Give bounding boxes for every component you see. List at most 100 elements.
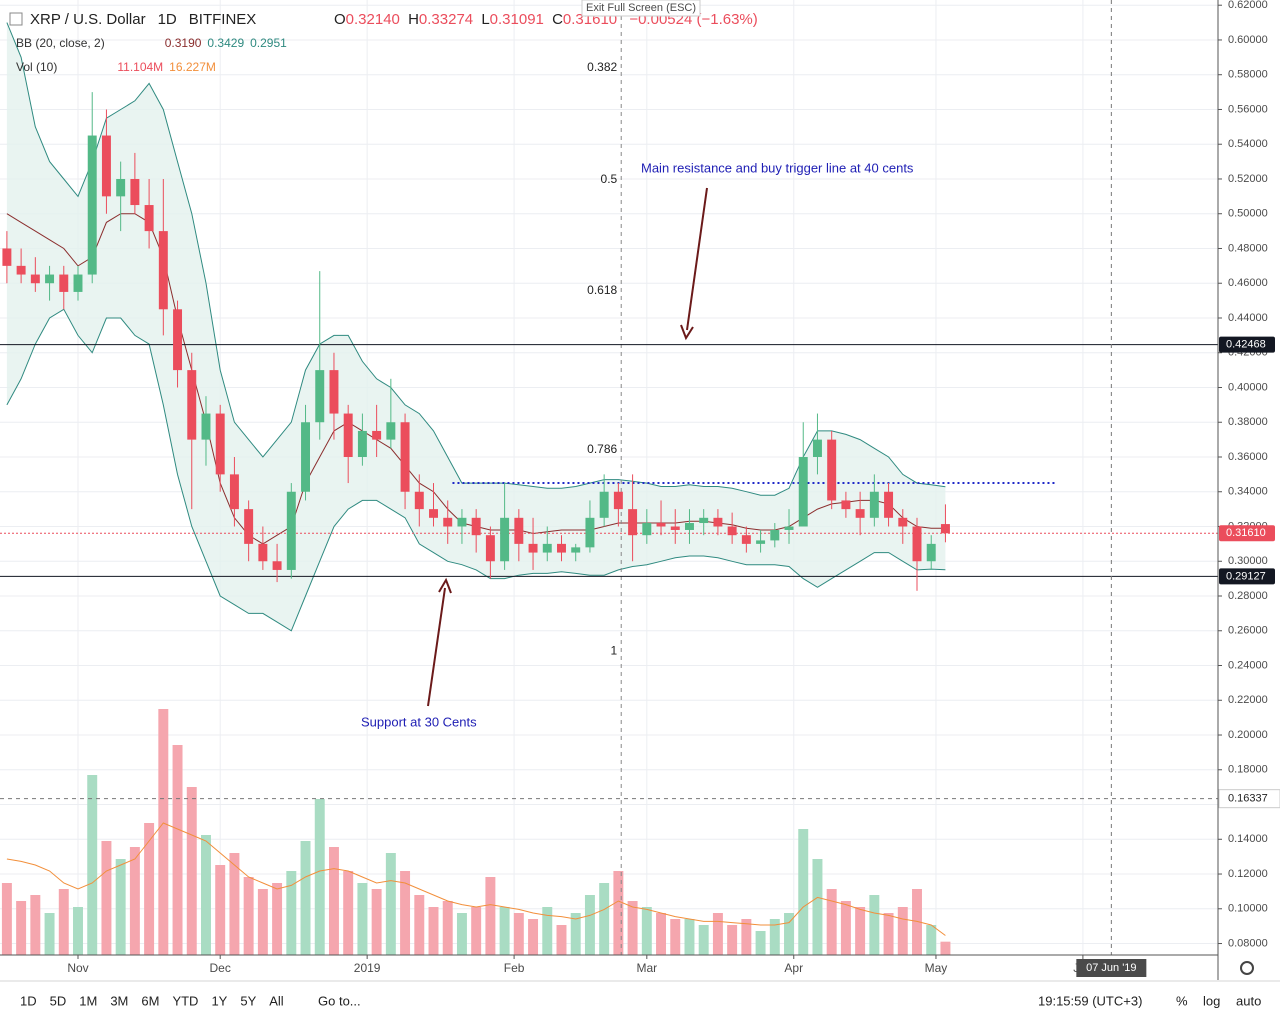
range-button[interactable]: All: [269, 993, 284, 1008]
candle-body: [2, 248, 12, 266]
candle-body: [30, 274, 40, 284]
range-button[interactable]: 1Y: [211, 993, 227, 1008]
volume-bar: [16, 901, 27, 955]
ohlc-value: 0.31091: [490, 11, 544, 28]
y-tick-label: 0.60000: [1228, 34, 1268, 46]
fib-label: 0.382: [587, 60, 617, 74]
tooltip: Exit Full Screen (ESC): [586, 2, 696, 14]
candle-body: [756, 540, 766, 544]
range-button[interactable]: YTD: [172, 993, 198, 1008]
candle-body: [770, 529, 780, 541]
y-tick-label: 0.36000: [1228, 451, 1268, 463]
volume-bar: [584, 895, 595, 955]
candle-body: [642, 523, 652, 536]
range-button[interactable]: 6M: [141, 993, 159, 1008]
annotation: Main resistance and buy trigger line at …: [641, 160, 914, 175]
candle-body: [798, 456, 808, 527]
arrow-head: [680, 324, 694, 341]
volume-bar: [641, 907, 652, 955]
volume-bar: [741, 919, 752, 955]
candle-body: [101, 135, 111, 197]
crosshair-x-label: 07 Jun '19: [1086, 962, 1136, 974]
y-tick-label: 0.54000: [1228, 138, 1268, 150]
ohlc-key: C: [552, 11, 563, 28]
fib-label: 1: [611, 643, 618, 657]
volume-bar: [698, 925, 709, 955]
scale-option[interactable]: log: [1203, 993, 1220, 1008]
arrow: [686, 187, 708, 331]
volume-bar: [87, 775, 98, 955]
fib-label: 0.786: [587, 442, 617, 456]
range-button[interactable]: 5Y: [240, 993, 256, 1008]
indicator-value: 0.2951: [250, 36, 287, 50]
indicator-legend[interactable]: Vol (10) 11.104M 16.227M: [16, 60, 216, 74]
interval: 1D: [158, 11, 177, 28]
volume-bar: [385, 853, 396, 955]
candle-body: [443, 517, 453, 527]
volume-bar: [343, 871, 354, 955]
volume-bar: [186, 787, 197, 955]
price-label: 0.31610: [1226, 527, 1266, 539]
candle-body: [599, 491, 609, 518]
range-button[interactable]: 1D: [20, 993, 37, 1008]
indicator-legend[interactable]: BB (20, close, 2) 0.3190 0.3429 0.2951: [16, 36, 287, 50]
volume-bar: [712, 913, 723, 955]
y-tick-label: 0.46000: [1228, 277, 1268, 289]
indicator-name: BB (20, close, 2): [16, 36, 105, 50]
annotation: Support at 30 Cents: [361, 714, 477, 729]
bb-upper-line: [6, 22, 946, 496]
y-tick-label: 0.10000: [1228, 903, 1268, 915]
volume-bar: [286, 871, 297, 955]
candle-body: [59, 274, 69, 292]
range-button[interactable]: 5D: [50, 993, 67, 1008]
settings-icon[interactable]: [1240, 961, 1254, 975]
volume-bar: [940, 941, 951, 955]
indicator-value: 16.227M: [169, 60, 216, 74]
candle-body: [173, 309, 183, 371]
volume-bar: [485, 877, 496, 955]
symbol-title[interactable]: XRP / U.S. Dollar 1D BITFINEX: [30, 11, 256, 28]
goto-button[interactable]: Go to...: [318, 993, 361, 1008]
exchange: BITFINEX: [189, 11, 257, 28]
volume-bar: [456, 913, 467, 955]
candle-body: [812, 439, 822, 457]
collapse-icon[interactable]: [9, 12, 23, 26]
volume-bar: [201, 835, 211, 955]
candle-body: [656, 523, 666, 527]
candle-body: [343, 413, 353, 457]
volume-bar: [627, 901, 638, 955]
fib-label: 0.5: [601, 172, 618, 186]
range-button[interactable]: 3M: [110, 993, 128, 1008]
volume-bar: [129, 847, 140, 955]
volume-bar: [556, 925, 567, 955]
volume-bar: [172, 745, 183, 955]
volume-bar: [414, 895, 425, 955]
candle-body: [727, 526, 737, 536]
candle-body: [713, 517, 723, 527]
y-tick-label: 0.30000: [1228, 555, 1268, 567]
price-label: 0.29127: [1226, 570, 1266, 582]
arrow-head: [438, 577, 452, 594]
candle-body: [457, 517, 467, 527]
bb-lower-line: [6, 308, 946, 632]
volume-bar: [798, 829, 809, 955]
bb-fill: [6, 22, 946, 631]
y-tick-label: 0.24000: [1228, 659, 1268, 671]
scale-option[interactable]: auto: [1236, 993, 1261, 1008]
volume-bar: [784, 913, 794, 955]
y-tick-label: 0.58000: [1228, 69, 1268, 81]
scale-option[interactable]: %: [1176, 993, 1188, 1008]
candle-body: [841, 500, 851, 510]
volume-bar: [912, 889, 922, 955]
candle-body: [357, 430, 367, 457]
y-tick-label: 0.50000: [1228, 208, 1268, 220]
volume-bar: [499, 907, 510, 955]
volume-bar: [400, 871, 411, 955]
candle-body: [471, 517, 481, 536]
volume-bar: [428, 907, 439, 955]
axes: 0.620000.600000.580000.560000.540000.520…: [67, 0, 1280, 977]
y-tick-label: 0.14000: [1228, 833, 1268, 845]
range-button[interactable]: 1M: [79, 993, 97, 1008]
candle-body: [585, 517, 595, 548]
